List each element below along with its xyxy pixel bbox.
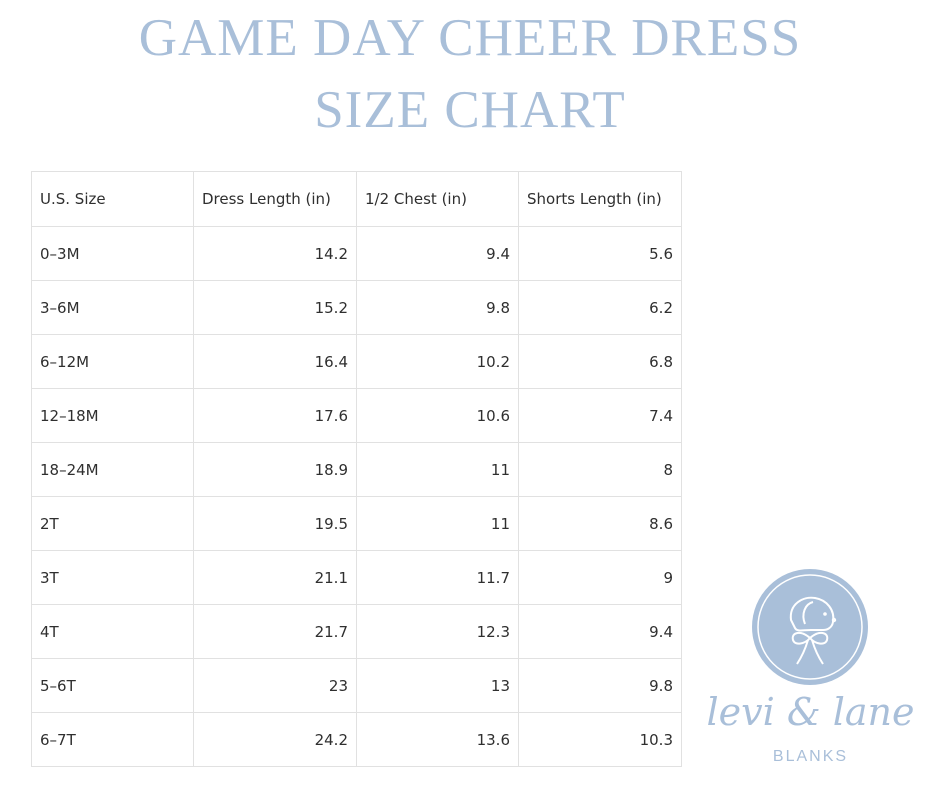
table-row: 18–24M 18.9 11 8 xyxy=(31,442,682,497)
measurement-cell: 6.2 xyxy=(518,280,682,335)
page-title: GAME DAY CHEER DRESS xyxy=(138,9,802,67)
page-subtitle: SIZE CHART xyxy=(314,81,626,139)
size-cell: 18–24M xyxy=(31,442,194,497)
measurement-cell: 9.4 xyxy=(518,604,682,659)
measurement-cell: 14.2 xyxy=(193,226,357,281)
measurement-cell: 11 xyxy=(356,496,519,551)
table-row: 3T 21.1 11.7 9 xyxy=(31,550,682,605)
measurement-cell: 7.4 xyxy=(518,388,682,443)
header-shorts-length: Shorts Length (in) xyxy=(518,171,682,227)
measurement-cell: 9.4 xyxy=(356,226,519,281)
measurement-cell: 21.7 xyxy=(193,604,357,659)
measurement-cell: 23 xyxy=(193,658,357,713)
measurement-cell: 11 xyxy=(356,442,519,497)
measurement-cell: 16.4 xyxy=(193,334,357,389)
table-row: 6–7T 24.2 13.6 10.3 xyxy=(31,712,682,767)
table-row: 0–3M 14.2 9.4 5.6 xyxy=(31,226,682,281)
size-cell: 6–7T xyxy=(31,712,194,767)
size-cell: 4T xyxy=(31,604,194,659)
size-chart-table: U.S. Size Dress Length (in) 1/2 Chest (i… xyxy=(31,171,682,767)
size-cell: 2T xyxy=(31,496,194,551)
measurement-cell: 10.6 xyxy=(356,388,519,443)
measurement-cell: 19.5 xyxy=(193,496,357,551)
brand-sub: BLANKS xyxy=(772,748,849,765)
size-cell: 12–18M xyxy=(31,388,194,443)
size-cell: 3–6M xyxy=(31,280,194,335)
measurement-cell: 13.6 xyxy=(356,712,519,767)
header-us-size: U.S. Size xyxy=(31,171,194,227)
measurement-cell: 10.3 xyxy=(518,712,682,767)
size-cell: 0–3M xyxy=(31,226,194,281)
header-dress-length: Dress Length (in) xyxy=(193,171,357,227)
levi-and-lane-logo: levi & lane BLANKS xyxy=(703,568,918,778)
table-row: 12–18M 17.6 10.6 7.4 xyxy=(31,388,682,443)
header-half-chest: 1/2 Chest (in) xyxy=(356,171,519,227)
measurement-cell: 13 xyxy=(356,658,519,713)
measurement-cell: 8 xyxy=(518,442,682,497)
measurement-cell: 9 xyxy=(518,550,682,605)
measurement-cell: 15.2 xyxy=(193,280,357,335)
table-row: 3–6M 15.2 9.8 6.2 xyxy=(31,280,682,335)
measurement-cell: 18.9 xyxy=(193,442,357,497)
measurement-cell: 21.1 xyxy=(193,550,357,605)
table-row: 5–6T 23 13 9.8 xyxy=(31,658,682,713)
size-cell: 3T xyxy=(31,550,194,605)
measurement-cell: 9.8 xyxy=(518,658,682,713)
table-row: 6–12M 16.4 10.2 6.8 xyxy=(31,334,682,389)
measurement-cell: 11.7 xyxy=(356,550,519,605)
measurement-cell: 17.6 xyxy=(193,388,357,443)
measurement-cell: 12.3 xyxy=(356,604,519,659)
table-row: 4T 21.7 12.3 9.4 xyxy=(31,604,682,659)
measurement-cell: 10.2 xyxy=(356,334,519,389)
measurement-cell: 24.2 xyxy=(193,712,357,767)
table-header-row: U.S. Size Dress Length (in) 1/2 Chest (i… xyxy=(31,171,682,227)
measurement-cell: 9.8 xyxy=(356,280,519,335)
table-row: 2T 19.5 11 8.6 xyxy=(31,496,682,551)
brand-name: levi & lane xyxy=(706,690,915,734)
size-cell: 6–12M xyxy=(31,334,194,389)
measurement-cell: 8.6 xyxy=(518,496,682,551)
measurement-cell: 6.8 xyxy=(518,334,682,389)
puppy-with-bow-icon xyxy=(752,569,868,685)
measurement-cell: 5.6 xyxy=(518,226,682,281)
size-cell: 5–6T xyxy=(31,658,194,713)
